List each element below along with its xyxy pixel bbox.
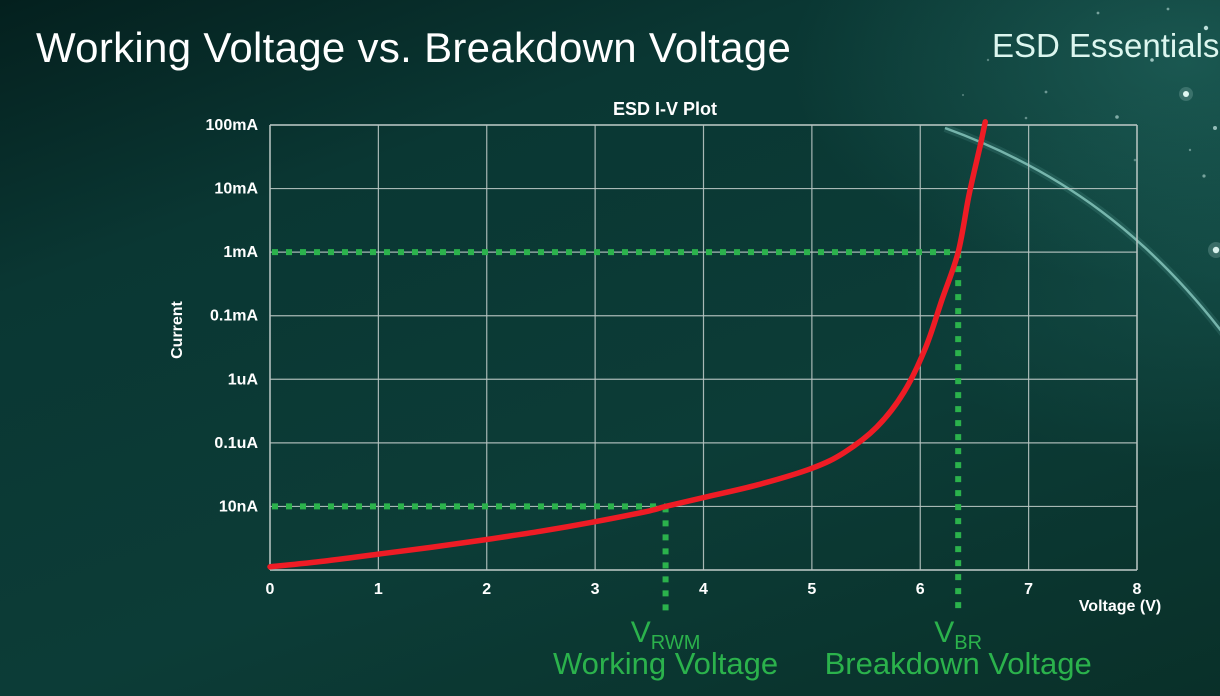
iv-curve — [267, 119, 989, 570]
y-tick-label: 10nA — [219, 498, 259, 515]
star-dot — [1133, 158, 1137, 162]
annotation-symbol-vbr: VBR — [934, 616, 982, 654]
star-dot — [1183, 91, 1189, 97]
star-dot — [1202, 174, 1206, 178]
y-tick-label: 100mA — [206, 117, 259, 134]
x-tick-label: 0 — [266, 581, 275, 598]
brand-esd-essentials: ESD Essentials — [992, 27, 1220, 64]
star-dot — [1203, 25, 1209, 31]
y-tick-label: 1mA — [223, 244, 258, 261]
decor-swoosh — [944, 126, 1220, 332]
star-dot — [961, 93, 965, 97]
x-tick-label: 4 — [699, 581, 708, 598]
star-dot — [1212, 246, 1220, 254]
star-dot — [1024, 116, 1028, 120]
x-tick-label: 8 — [1133, 581, 1142, 598]
x-tick-label: 1 — [374, 581, 383, 598]
x-axis-label: Voltage (V) — [1078, 598, 1162, 615]
y-tick-label: 0.1mA — [210, 308, 258, 325]
star-dot — [1188, 148, 1192, 152]
annotation-symbol-vrwm: VRWM — [631, 616, 701, 654]
x-tick-label: 3 — [591, 581, 600, 598]
y-tick-label: 0.1uA — [214, 435, 258, 452]
star-dot — [1044, 90, 1048, 94]
chart-title: ESD I-V Plot — [612, 99, 717, 119]
star-dot — [1096, 11, 1100, 15]
page-title: Working Voltage vs. Breakdown Voltage — [36, 24, 792, 71]
x-tick-label: 6 — [916, 581, 925, 598]
star-dot — [1213, 126, 1217, 130]
y-tick-label: 1uA — [228, 371, 259, 388]
x-tick-label: 5 — [807, 581, 816, 598]
y-tick-label: 10mA — [214, 181, 258, 198]
x-tick-label: 2 — [482, 581, 491, 598]
annotation-caption-vrwm: Working Voltage — [553, 646, 778, 681]
star-dot — [1166, 7, 1170, 11]
star-dot — [1115, 115, 1119, 119]
star-dot — [1150, 58, 1154, 62]
star-dot — [986, 58, 990, 62]
annotation-caption-vbr: Breakdown Voltage — [825, 646, 1092, 681]
x-tick-label: 7 — [1024, 581, 1033, 598]
